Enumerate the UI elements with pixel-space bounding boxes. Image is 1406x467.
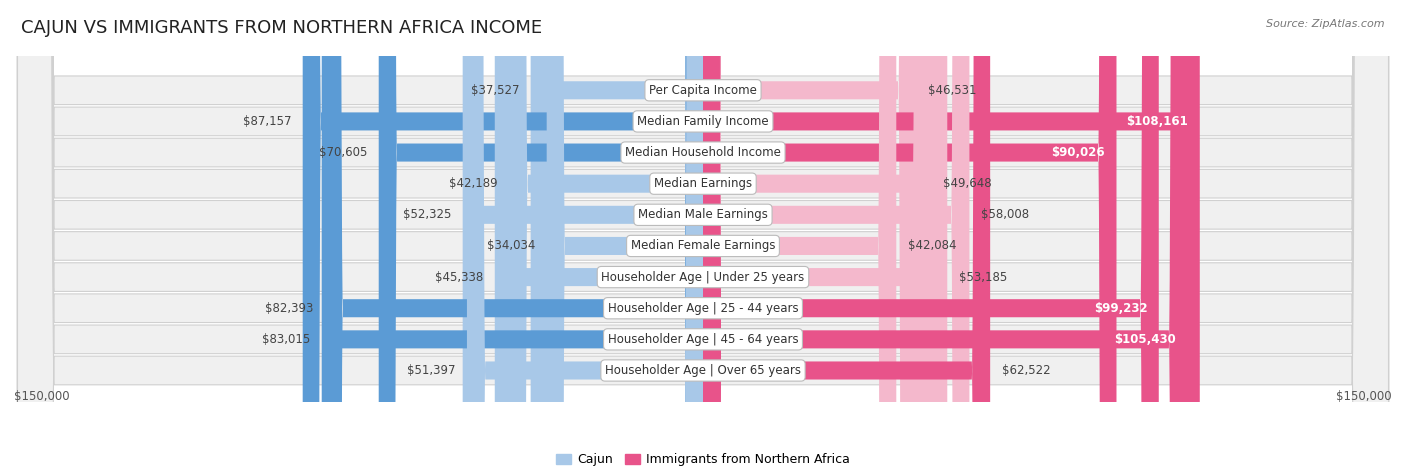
FancyBboxPatch shape: [17, 0, 1389, 467]
Text: $34,034: $34,034: [486, 240, 536, 253]
Text: $37,527: $37,527: [471, 84, 519, 97]
Text: $150,000: $150,000: [14, 390, 70, 403]
FancyBboxPatch shape: [467, 0, 703, 467]
FancyBboxPatch shape: [17, 0, 1389, 467]
Text: $108,161: $108,161: [1126, 115, 1188, 128]
Text: $46,531: $46,531: [928, 84, 977, 97]
FancyBboxPatch shape: [378, 0, 703, 467]
Text: $53,185: $53,185: [959, 270, 1007, 283]
FancyBboxPatch shape: [17, 0, 1389, 467]
FancyBboxPatch shape: [703, 0, 931, 467]
FancyBboxPatch shape: [703, 0, 1116, 467]
Text: CAJUN VS IMMIGRANTS FROM NORTHERN AFRICA INCOME: CAJUN VS IMMIGRANTS FROM NORTHERN AFRICA…: [21, 19, 543, 37]
Text: Median Household Income: Median Household Income: [626, 146, 780, 159]
Text: Householder Age | 25 - 44 years: Householder Age | 25 - 44 years: [607, 302, 799, 315]
FancyBboxPatch shape: [463, 0, 703, 467]
Text: Median Earnings: Median Earnings: [654, 177, 752, 190]
Text: $49,648: $49,648: [942, 177, 991, 190]
Text: $87,157: $87,157: [243, 115, 291, 128]
Text: $51,397: $51,397: [406, 364, 456, 377]
Legend: Cajun, Immigrants from Northern Africa: Cajun, Immigrants from Northern Africa: [551, 448, 855, 467]
FancyBboxPatch shape: [17, 0, 1389, 467]
Text: $42,084: $42,084: [908, 240, 956, 253]
FancyBboxPatch shape: [17, 0, 1389, 467]
Text: $90,026: $90,026: [1052, 146, 1105, 159]
Text: $82,393: $82,393: [264, 302, 314, 315]
Text: Source: ZipAtlas.com: Source: ZipAtlas.com: [1267, 19, 1385, 28]
Text: $45,338: $45,338: [434, 270, 484, 283]
FancyBboxPatch shape: [302, 0, 703, 467]
FancyBboxPatch shape: [17, 0, 1389, 467]
Text: Householder Age | 45 - 64 years: Householder Age | 45 - 64 years: [607, 333, 799, 346]
Text: $70,605: $70,605: [319, 146, 367, 159]
Text: $99,232: $99,232: [1094, 302, 1147, 315]
Text: Median Female Earnings: Median Female Earnings: [631, 240, 775, 253]
FancyBboxPatch shape: [703, 0, 1159, 467]
FancyBboxPatch shape: [703, 0, 969, 467]
FancyBboxPatch shape: [703, 0, 990, 467]
Text: $105,430: $105,430: [1114, 333, 1175, 346]
FancyBboxPatch shape: [703, 0, 948, 467]
FancyBboxPatch shape: [495, 0, 703, 467]
FancyBboxPatch shape: [703, 0, 896, 467]
Text: Per Capita Income: Per Capita Income: [650, 84, 756, 97]
FancyBboxPatch shape: [703, 0, 1199, 467]
FancyBboxPatch shape: [17, 0, 1389, 467]
FancyBboxPatch shape: [703, 0, 917, 467]
FancyBboxPatch shape: [509, 0, 703, 467]
Text: Median Family Income: Median Family Income: [637, 115, 769, 128]
Text: $62,522: $62,522: [1001, 364, 1050, 377]
Text: $150,000: $150,000: [1336, 390, 1392, 403]
Text: Householder Age | Under 25 years: Householder Age | Under 25 years: [602, 270, 804, 283]
FancyBboxPatch shape: [17, 0, 1389, 467]
Text: $83,015: $83,015: [262, 333, 311, 346]
Text: Median Male Earnings: Median Male Earnings: [638, 208, 768, 221]
FancyBboxPatch shape: [530, 0, 703, 467]
FancyBboxPatch shape: [547, 0, 703, 467]
FancyBboxPatch shape: [322, 0, 703, 467]
Text: $52,325: $52,325: [402, 208, 451, 221]
FancyBboxPatch shape: [325, 0, 703, 467]
FancyBboxPatch shape: [17, 0, 1389, 467]
Text: $42,189: $42,189: [449, 177, 498, 190]
FancyBboxPatch shape: [703, 0, 1187, 467]
Text: $58,008: $58,008: [981, 208, 1029, 221]
Text: Householder Age | Over 65 years: Householder Age | Over 65 years: [605, 364, 801, 377]
FancyBboxPatch shape: [17, 0, 1389, 467]
